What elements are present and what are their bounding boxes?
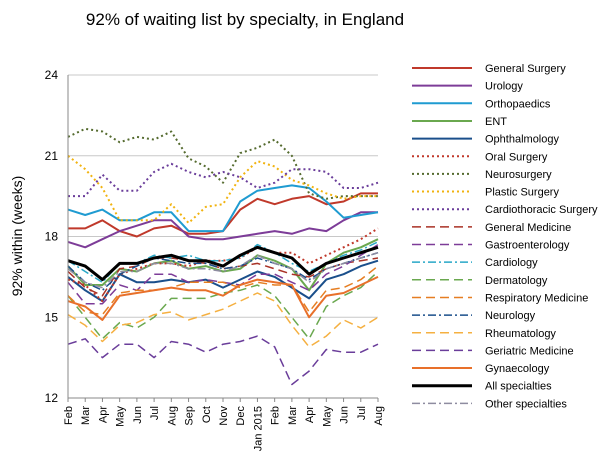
x-tick-label: Apr <box>97 406 109 423</box>
legend-label-16: Geriatric Medicine <box>485 345 574 357</box>
x-tick-label: Aug <box>373 406 385 426</box>
x-tick-label: Jun <box>339 406 351 424</box>
series-line-5 <box>67 227 379 303</box>
x-tick-label: Jan 2015 <box>252 406 264 451</box>
plot-frame <box>67 75 378 399</box>
series-line-7 <box>67 155 378 224</box>
series-line-2 <box>67 184 379 233</box>
x-tick-label: Mar <box>287 406 299 425</box>
legend-label-5: Oral Surgery <box>485 151 548 163</box>
y-tick-label: 21 <box>45 149 59 163</box>
x-tick-label: Jun <box>132 406 144 424</box>
legend-label-12: Dermatology <box>485 275 548 287</box>
x-tick-label: May <box>115 406 127 427</box>
series-line-19 <box>67 251 379 289</box>
series-line-1 <box>67 211 378 249</box>
x-tick-label: Jul <box>149 406 161 420</box>
legend: General Surgery Urology Orthopaedics ENT Oph… <box>412 63 598 410</box>
x-tick-label: Sep <box>184 406 196 426</box>
series-line-16 <box>67 335 379 386</box>
x-tick-label: Apr <box>304 406 316 423</box>
x-tick-label: Aug <box>166 406 178 426</box>
x-tick-label: Dec <box>235 406 247 426</box>
legend-label-6: Neurosurgery <box>485 169 552 181</box>
gridlines <box>68 74 378 399</box>
series-line-6 <box>67 127 378 200</box>
series-line-13 <box>67 265 379 316</box>
legend-label-0: General Surgery <box>485 63 566 75</box>
y-axis-label: 92% within (weeks) <box>9 176 25 297</box>
y-tick-label: 12 <box>45 391 59 405</box>
legend-label-7: Plastic Surgery <box>485 187 559 199</box>
x-tick-label: Nov <box>218 406 230 426</box>
legend-label-17: Gynaecology <box>485 363 550 375</box>
legend-label-9: General Medicine <box>485 222 571 234</box>
x-tick-label: Mar <box>80 406 92 425</box>
legend-label-18: All specialties <box>485 381 552 393</box>
legend-label-8: Cardiothoracic Surgery <box>485 204 598 216</box>
series-line-8 <box>68 162 379 198</box>
legend-label-2: Orthopaedics <box>485 98 551 110</box>
x-tick-label: Jul <box>356 406 368 420</box>
legend-label-19: Other specialties <box>485 398 567 410</box>
series-line-14 <box>67 251 379 292</box>
legend-label-15: Rheumatology <box>485 328 556 340</box>
series-line-12 <box>67 270 379 340</box>
series-line-15 <box>67 292 379 348</box>
legend-label-11: Cardiology <box>485 257 538 269</box>
chart-title: 92% of waiting list by specialty, in Eng… <box>86 10 404 29</box>
y-tick-label: 24 <box>45 68 59 82</box>
y-tick-label: 18 <box>45 230 59 244</box>
legend-label-4: Ophthalmology <box>485 134 559 146</box>
x-axis-ticks: Feb Mar Apr May Jun Jul Aug Sep Oct Nov Dec Jan 201… <box>63 398 385 451</box>
legend-label-3: ENT <box>485 116 507 128</box>
x-tick-label: Feb <box>270 406 282 425</box>
y-axis-ticks: 12 15 18 21 24 <box>45 68 59 405</box>
series-line-17 <box>67 275 379 321</box>
x-tick-label: Feb <box>63 406 75 425</box>
legend-label-13: Respiratory Medicine <box>485 292 588 304</box>
legend-label-10: Gastroenterology <box>485 240 570 252</box>
series-line-18 <box>67 245 379 282</box>
legend-label-1: Urology <box>485 81 523 93</box>
y-tick-label: 15 <box>45 310 59 324</box>
x-tick-label: May <box>321 406 333 427</box>
legend-label-14: Neurology <box>485 310 536 322</box>
series-lines <box>67 127 379 386</box>
x-tick-label: Oct <box>201 406 213 423</box>
